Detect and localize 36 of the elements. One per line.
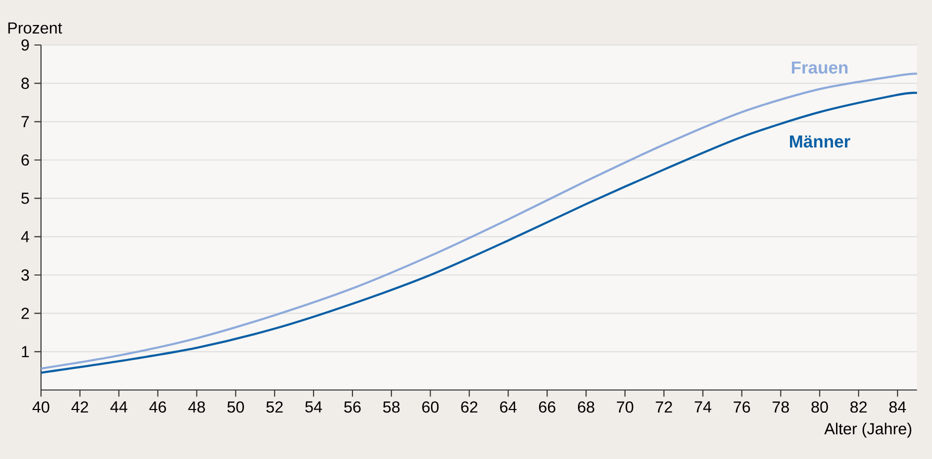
x-tick-label: 60 <box>422 401 439 413</box>
x-tick-label: 84 <box>889 401 906 413</box>
x-tick-label: 48 <box>188 401 205 413</box>
x-tick-label: 42 <box>71 401 88 413</box>
x-tick-label: 82 <box>850 401 867 413</box>
y-tick-label: 2 <box>22 308 29 319</box>
y-tick-label: 4 <box>21 231 30 242</box>
x-tick-label: 54 <box>305 401 322 413</box>
x-tick-label: 66 <box>539 401 556 413</box>
x-tick-label: 70 <box>616 401 634 413</box>
y-axis-title: Prozent <box>8 22 62 34</box>
series-label: Männer <box>790 135 850 148</box>
x-tick-label: 78 <box>772 401 789 413</box>
x-tick-label: 56 <box>344 401 361 413</box>
y-tick-label: 1 <box>22 346 29 358</box>
x-tick-label: 80 <box>811 401 828 413</box>
x-tick-label: 46 <box>149 401 166 413</box>
x-tick-label: 64 <box>500 401 517 413</box>
x-tick-label: 74 <box>694 401 712 412</box>
x-tick-label: 62 <box>461 401 478 413</box>
y-tick-label: 5 <box>21 192 29 204</box>
x-tick-label: 50 <box>227 401 244 413</box>
x-tick-label: 58 <box>383 401 400 413</box>
series-label: Frauen <box>792 62 848 74</box>
y-tick-label: 8 <box>21 78 29 89</box>
y-tick-label: 6 <box>22 154 29 166</box>
x-tick-label: 40 <box>32 401 50 413</box>
y-tick-label: 3 <box>21 269 29 281</box>
x-tick-label: 76 <box>734 401 750 413</box>
x-axis-title: Alter (Jahre) <box>824 422 912 438</box>
x-tick-label: 44 <box>110 401 128 412</box>
x-tick-label: 68 <box>578 401 594 413</box>
y-tick-label: 9 <box>21 39 29 51</box>
y-tick-label: 7 <box>22 116 29 128</box>
x-tick-label: 52 <box>266 401 283 413</box>
x-tick-label: 72 <box>656 401 672 413</box>
